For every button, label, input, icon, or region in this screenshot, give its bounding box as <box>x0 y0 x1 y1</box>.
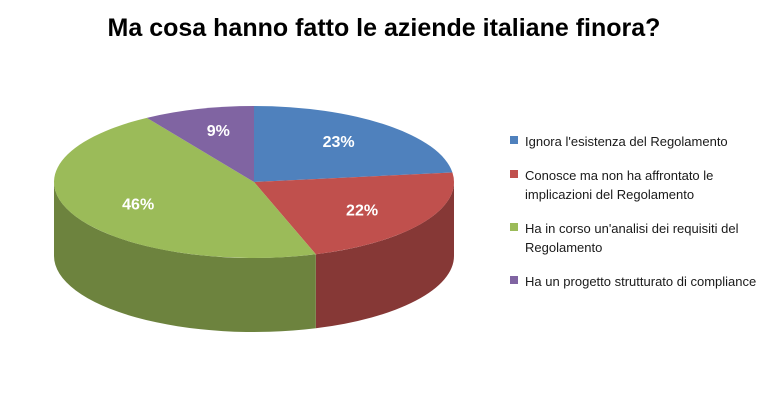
pie-slice-side <box>54 182 316 332</box>
legend-label: Ignora l'esistenza del Regolamento <box>525 134 728 149</box>
data-label: 22% <box>346 203 378 220</box>
legend-item: Ha un progetto strutturato di compliance <box>510 272 760 291</box>
data-label: 46% <box>122 197 154 214</box>
legend-item: Conosce ma non ha affrontato le implicaz… <box>510 166 760 204</box>
legend-item: Ha in corso un'analisi dei requisiti del… <box>510 219 760 257</box>
data-label: 23% <box>323 134 355 151</box>
pie-slice <box>254 106 453 182</box>
legend-swatch <box>510 170 518 178</box>
pie-side-walls <box>54 182 454 332</box>
legend-swatch <box>510 276 518 284</box>
legend-label: Conosce ma non ha affrontato le implicaz… <box>525 168 714 202</box>
legend-label: Ha in corso un'analisi dei requisiti del… <box>525 221 739 255</box>
legend-swatch <box>510 223 518 231</box>
pie-slice <box>146 106 254 182</box>
pie-slice <box>54 117 316 258</box>
pie-slice <box>254 172 454 255</box>
legend-label: Ha un progetto strutturato di compliance <box>525 274 757 289</box>
chart-title: Ma cosa hanno fatto le aziende italiane … <box>107 14 661 42</box>
pie-slice-side <box>315 182 454 329</box>
legend-item: Ignora l'esistenza del Regolamento <box>510 132 760 151</box>
legend: Ignora l'esistenza del Regolamento Conos… <box>510 132 760 306</box>
legend-swatch <box>510 136 518 144</box>
data-label: 9% <box>207 123 230 140</box>
